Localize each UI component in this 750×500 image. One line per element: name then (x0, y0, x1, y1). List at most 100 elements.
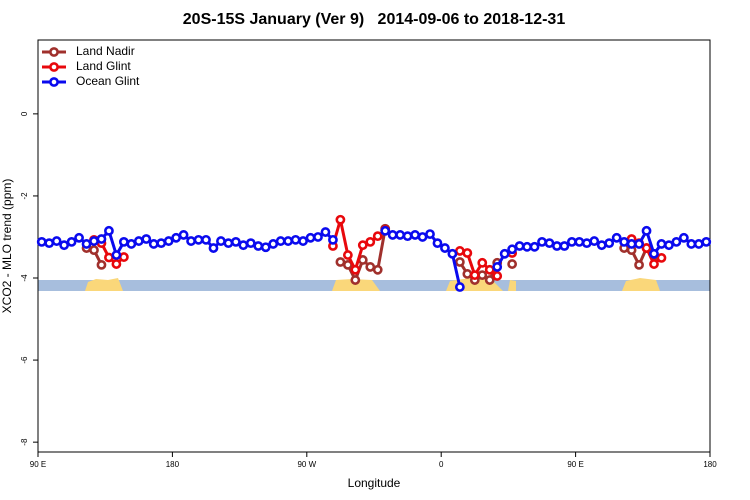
data-point (335, 214, 346, 225)
data-point (320, 227, 331, 237)
data-point (216, 236, 226, 246)
data-point (223, 238, 234, 249)
data-point (365, 262, 376, 272)
data-point (260, 242, 271, 253)
data-point (566, 236, 577, 247)
data-point (507, 244, 518, 255)
data-point (156, 238, 167, 249)
data-point (619, 236, 630, 247)
data-point (454, 282, 465, 292)
data-point (245, 238, 256, 249)
data-point (656, 239, 667, 249)
data-point (693, 239, 704, 249)
data-point (118, 252, 129, 262)
data-point (342, 250, 353, 260)
data-point (133, 236, 144, 246)
data-point (328, 234, 338, 245)
data-point (477, 257, 488, 268)
data-point (417, 232, 428, 242)
data-point (522, 241, 532, 252)
data-point (477, 270, 488, 281)
data-point (350, 264, 361, 275)
data-point (410, 230, 420, 240)
legend-label: Land Glint (76, 59, 131, 73)
data-point (492, 271, 503, 281)
data-point (611, 232, 622, 243)
data-point (529, 241, 540, 252)
data-point (201, 234, 211, 245)
data-point (44, 238, 55, 249)
data-point (507, 259, 518, 269)
data-point (313, 232, 323, 242)
data-point (305, 232, 316, 243)
data-point (664, 240, 674, 251)
data-point (89, 236, 99, 246)
land-strip (85, 278, 123, 291)
data-point (484, 275, 495, 285)
data-point (186, 236, 196, 246)
data-point (649, 248, 659, 259)
data-point (701, 236, 712, 247)
data-point (425, 229, 435, 239)
x-tick-label: 90 W (297, 460, 316, 469)
data-point (387, 230, 398, 240)
data-point (604, 238, 615, 249)
data-point (634, 259, 644, 270)
data-point (298, 236, 308, 246)
data-point (96, 234, 107, 244)
data-point (283, 236, 294, 246)
data-point (447, 248, 458, 259)
data-point (365, 236, 376, 247)
land-strip (622, 278, 660, 291)
x-tick-label: 90 E (567, 460, 583, 469)
data-point (469, 270, 480, 281)
chart-title: 20S-15S January (Ver 9) 2014-09-06 to 20… (183, 11, 566, 28)
surface-mask (38, 278, 710, 291)
data-point (141, 234, 152, 244)
data-point (111, 250, 122, 260)
y-tick-label: -4 (20, 274, 29, 282)
data-point (238, 240, 249, 251)
data-point (66, 236, 77, 247)
data-point (559, 241, 570, 251)
x-tick-label: 0 (439, 460, 444, 469)
data-point (671, 236, 682, 247)
data-point (492, 262, 503, 272)
data-point (111, 259, 122, 269)
data-point (686, 239, 697, 249)
data-point (552, 241, 562, 251)
data-point (253, 241, 264, 251)
data-point (81, 239, 92, 249)
data-point (268, 239, 279, 249)
data-point (193, 234, 204, 245)
data-point (36, 236, 47, 247)
data-point (432, 238, 443, 249)
data-point (454, 257, 465, 267)
data-point (454, 246, 465, 256)
plot-frame (37, 39, 711, 453)
data-point (626, 239, 637, 249)
data-point (634, 239, 644, 249)
y-axis-label: XCO2 - MLO trend (ppm) (0, 179, 14, 314)
y-tick-label: -8 (20, 438, 29, 446)
legend-marker (49, 62, 59, 72)
data-point (678, 232, 689, 243)
data-point (440, 243, 450, 253)
data-point (395, 230, 406, 240)
x-tick-label: 90 E (30, 460, 46, 469)
data-point (104, 252, 114, 263)
data-point (74, 232, 84, 243)
x-axis-label: Longitude (348, 476, 401, 490)
data-point (402, 231, 413, 242)
y-tick-label: -6 (20, 356, 29, 364)
data-point (514, 241, 525, 251)
data-point (148, 239, 159, 249)
data-point (290, 234, 301, 245)
land-strip (508, 280, 516, 291)
data-point (96, 259, 107, 270)
data-point (462, 248, 473, 258)
data-point (380, 225, 391, 236)
data-point (656, 253, 667, 263)
data-point (335, 257, 346, 267)
data-point (163, 236, 174, 246)
